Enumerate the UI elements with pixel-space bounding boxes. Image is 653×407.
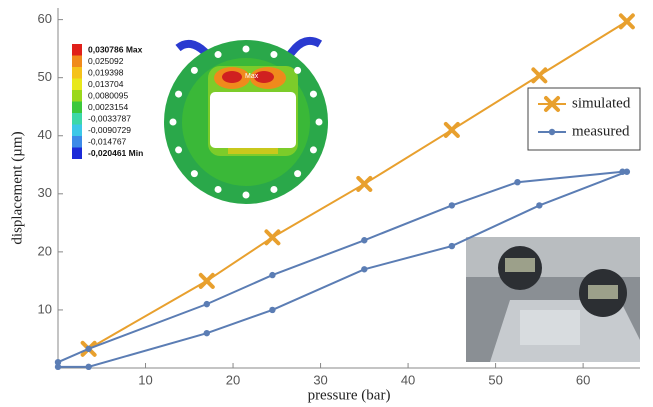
marker (85, 346, 91, 352)
hole (243, 46, 250, 53)
hole (270, 51, 277, 58)
y-tick-label: 40 (38, 127, 52, 142)
legend-label: measured (572, 123, 630, 139)
inset-swatch (72, 79, 82, 91)
inset-legend-label: 0,013704 (88, 79, 124, 89)
hole (191, 170, 198, 177)
marker (204, 330, 210, 336)
hole (215, 186, 222, 193)
x-axis-label: pressure (bar) (308, 387, 391, 403)
marker (201, 275, 213, 287)
hole (215, 51, 222, 58)
y-tick-label: 20 (38, 243, 52, 258)
marker (266, 231, 278, 243)
hole (316, 119, 323, 126)
inset-swatch (72, 56, 82, 68)
y-tick-label: 10 (38, 301, 52, 316)
inset-legend-label: 0,0023154 (88, 102, 128, 112)
legend-label: simulated (572, 95, 631, 111)
marker (358, 178, 370, 190)
inset-legend-label: 0,0080095 (88, 90, 128, 100)
x-tick-label: 30 (313, 372, 327, 387)
y-tick-label: 50 (38, 69, 52, 84)
y-tick-label: 30 (38, 185, 52, 200)
marker (204, 301, 210, 307)
x-tick-label: 10 (138, 372, 152, 387)
inset-swatch (72, 102, 82, 114)
inset-legend-label: 0,030786 Max (88, 44, 143, 54)
fea-max-label: Max (245, 73, 259, 80)
inset-swatch (72, 113, 82, 125)
hole (175, 91, 182, 98)
inset-legend-label: 0,019398 (88, 67, 124, 77)
x-tick-label: 50 (488, 372, 502, 387)
y-axis-label: displacement (µm) (9, 131, 25, 244)
hole (310, 91, 317, 98)
inset-swatch (72, 44, 82, 56)
marker (361, 266, 367, 272)
marker (269, 307, 275, 313)
hole (170, 119, 177, 126)
inset-legend-label: -0,020461 Min (88, 148, 143, 158)
marker (621, 15, 633, 27)
marker (269, 272, 275, 278)
marker (55, 364, 61, 370)
chart: Max pressure (bar) displacement (µm) 0,0… (0, 0, 653, 407)
photo-inset (466, 237, 640, 362)
x-tick-label: 20 (226, 372, 240, 387)
inset-swatch (72, 90, 82, 102)
inset-swatch (72, 67, 82, 79)
marker (449, 243, 455, 249)
marker (361, 237, 367, 243)
hole (294, 170, 301, 177)
x-tick-label: 60 (576, 372, 590, 387)
inset-legend-label: -0,014767 (88, 136, 127, 146)
y-tick-label: 60 (38, 11, 52, 26)
hole (270, 186, 277, 193)
x-tick-label: 40 (401, 372, 415, 387)
marker (514, 179, 520, 185)
marker (446, 124, 458, 136)
marker (624, 169, 630, 175)
marker (85, 364, 91, 370)
inset-swatch (72, 136, 82, 148)
hole (191, 67, 198, 74)
marker (533, 69, 545, 81)
inset-legend-label: -0,0033787 (88, 113, 131, 123)
fea-inset: Max (164, 40, 328, 204)
hole (310, 146, 317, 153)
inset-legend-label: -0,0090729 (88, 125, 131, 135)
inset-swatch (72, 125, 82, 137)
hole (175, 146, 182, 153)
marker (449, 202, 455, 208)
inset-legend-label: 0,025092 (88, 56, 124, 66)
marker (536, 202, 542, 208)
hole (294, 67, 301, 74)
inset-swatch (72, 148, 82, 160)
marker (549, 129, 555, 135)
hole (243, 192, 250, 199)
